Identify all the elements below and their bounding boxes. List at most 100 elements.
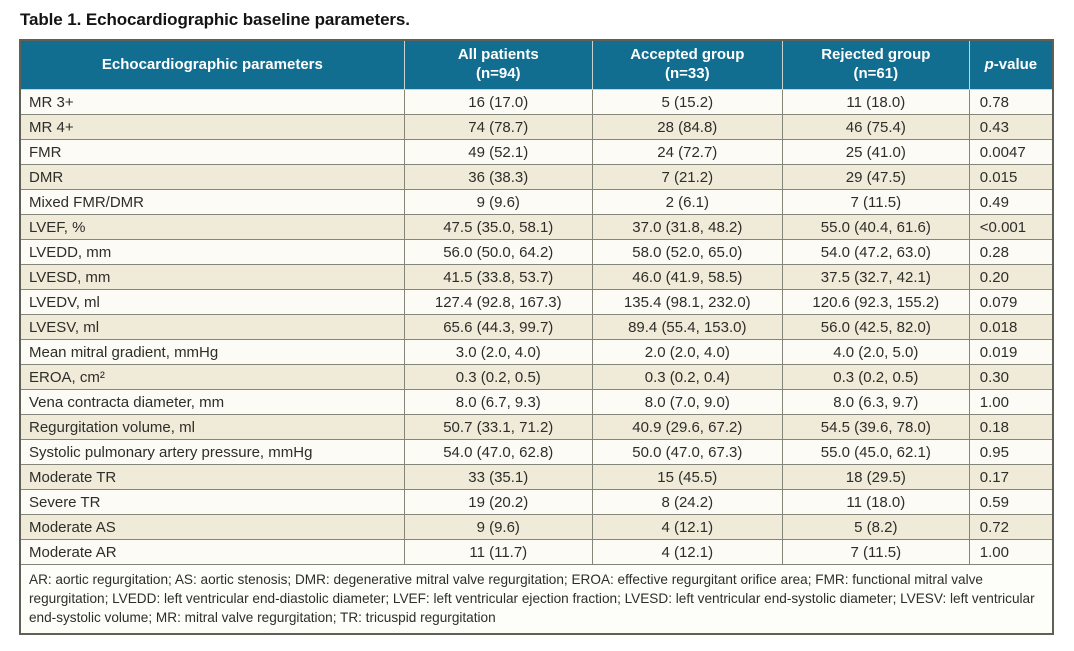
all-patients-cell: 47.5 (35.0, 58.1) <box>403 214 593 240</box>
p-value-cell: 0.015 <box>968 164 1054 190</box>
table-row: LVEDD, mm 56.0 (50.0, 64.2) 58.0 (52.0, 65… <box>19 239 1054 265</box>
parameter-cell: MR 4+ <box>19 114 405 140</box>
header-row: Echocardiographic parameters All patient… <box>20 40 1053 90</box>
all-patients-cell: 16 (17.0) <box>403 89 593 115</box>
accepted-group-cell: 7 (21.2) <box>591 164 783 190</box>
table-row: FMR 49 (52.1) 24 (72.7) 25 (41.0) 0.0047 <box>19 139 1054 165</box>
column-header-rejected-group-line1: Rejected group <box>821 46 931 64</box>
all-patients-cell: 8.0 (6.7, 9.3) <box>403 389 593 415</box>
accepted-group-cell: 58.0 (52.0, 65.0) <box>591 239 783 265</box>
rejected-group-cell: 11 (18.0) <box>781 489 970 515</box>
table-title: Table 1. Echocardiographic baseline para… <box>20 10 410 29</box>
parameter-cell: Systolic pulmonary artery pressure, mmHg <box>19 439 405 465</box>
p-value-cell: 0.59 <box>968 489 1054 515</box>
p-value-cell: 0.018 <box>968 314 1054 340</box>
accepted-group-cell: 24 (72.7) <box>591 139 783 165</box>
accepted-group-cell: 46.0 (41.9, 58.5) <box>591 264 783 290</box>
accepted-group-cell: 15 (45.5) <box>591 464 783 490</box>
table-footnote: AR: aortic regurgitation; AS: aortic ste… <box>19 564 1054 635</box>
accepted-group-cell: 4 (12.1) <box>591 514 783 540</box>
rejected-group-cell: 37.5 (32.7, 42.1) <box>781 264 970 290</box>
all-patients-cell: 49 (52.1) <box>403 139 593 165</box>
table-row: Vena contracta diameter, mm 8.0 (6.7, 9.3… <box>19 389 1054 415</box>
rejected-group-cell: 25 (41.0) <box>781 139 970 165</box>
p-value-cell: 0.30 <box>968 364 1054 390</box>
all-patients-cell: 56.0 (50.0, 64.2) <box>403 239 593 265</box>
parameter-cell: MR 3+ <box>19 89 405 115</box>
echo-parameters-table: Echocardiographic parameters All patient… <box>19 39 1054 636</box>
accepted-group-cell: 37.0 (31.8, 48.2) <box>591 214 783 240</box>
rejected-group-cell: 0.3 (0.2, 0.5) <box>781 364 970 390</box>
column-header-parameters: Echocardiographic parameters <box>20 40 405 90</box>
all-patients-cell: 9 (9.6) <box>403 514 593 540</box>
column-header-accepted-group: Accepted group (n=33) <box>591 40 783 90</box>
column-header-accepted-group-line1: Accepted group <box>630 46 745 64</box>
all-patients-cell: 33 (35.1) <box>403 464 593 490</box>
table-row: Regurgitation volume, ml 50.7 (33.1, 71.2… <box>19 414 1054 440</box>
parameter-cell: Severe TR <box>19 489 405 515</box>
parameter-cell: Mean mitral gradient, mmHg <box>19 339 405 365</box>
parameter-cell: DMR <box>19 164 405 190</box>
table-row: MR 4+ 74 (78.7) 28 (84.8) 46 (75.4) 0.43 <box>19 114 1054 140</box>
p-value-italic-p: p <box>984 55 994 73</box>
all-patients-cell: 74 (78.7) <box>403 114 593 140</box>
p-value-cell: 1.00 <box>968 539 1054 565</box>
column-header-rejected-group-line2: (n=61) <box>853 65 899 82</box>
p-value-cell: 0.019 <box>968 339 1054 365</box>
accepted-group-cell: 50.0 (47.0, 67.3) <box>591 439 783 465</box>
column-header-rejected-group: Rejected group (n=61) <box>781 40 970 90</box>
rejected-group-cell: 55.0 (45.0, 62.1) <box>781 439 970 465</box>
rejected-group-cell: 4.0 (2.0, 5.0) <box>781 339 970 365</box>
parameter-cell: LVESD, mm <box>19 264 405 290</box>
table-row: LVEF, % 47.5 (35.0, 58.1) 37.0 (31.8, 48.2… <box>19 214 1054 240</box>
rejected-group-cell: 5 (8.2) <box>781 514 970 540</box>
all-patients-cell: 11 (11.7) <box>403 539 593 565</box>
parameter-cell: EROA, cm² <box>19 364 405 390</box>
p-value-cell: <0.001 <box>968 214 1054 240</box>
parameter-cell: LVEDD, mm <box>19 239 405 265</box>
table-row: Mean mitral gradient, mmHg 3.0 (2.0, 4.0)… <box>19 339 1054 365</box>
table-row: Moderate TR 33 (35.1) 15 (45.5) 18 (29.5) 0.… <box>19 464 1054 490</box>
column-header-p-value: p-value <box>968 40 1053 90</box>
all-patients-cell: 127.4 (92.8, 167.3) <box>403 289 593 315</box>
parameter-cell: Moderate AR <box>19 539 405 565</box>
accepted-group-cell: 8 (24.2) <box>591 489 783 515</box>
accepted-group-cell: 28 (84.8) <box>591 114 783 140</box>
rejected-group-cell: 46 (75.4) <box>781 114 970 140</box>
p-value-cell: 0.28 <box>968 239 1054 265</box>
accepted-group-cell: 5 (15.2) <box>591 89 783 115</box>
p-value-cell: 1.00 <box>968 389 1054 415</box>
accepted-group-cell: 2 (6.1) <box>591 189 783 215</box>
table-row: LVESV, ml 65.6 (44.3, 99.7) 89.4 (55.4, 15… <box>19 314 1054 340</box>
rejected-group-cell: 54.5 (39.6, 78.0) <box>781 414 970 440</box>
all-patients-cell: 19 (20.2) <box>403 489 593 515</box>
rejected-group-cell: 8.0 (6.3, 9.7) <box>781 389 970 415</box>
p-value-cell: 0.18 <box>968 414 1054 440</box>
column-header-all-patients: All patients (n=94) <box>403 40 593 90</box>
parameter-cell: LVESV, ml <box>19 314 405 340</box>
p-value-cell: 0.17 <box>968 464 1054 490</box>
footnote-row: AR: aortic regurgitation; AS: aortic ste… <box>19 564 1054 635</box>
accepted-group-cell: 0.3 (0.2, 0.4) <box>591 364 783 390</box>
accepted-group-cell: 89.4 (55.4, 153.0) <box>591 314 783 340</box>
accepted-group-cell: 8.0 (7.0, 9.0) <box>591 389 783 415</box>
accepted-group-cell: 40.9 (29.6, 67.2) <box>591 414 783 440</box>
rejected-group-cell: 120.6 (92.3, 155.2) <box>781 289 970 315</box>
table-row: Moderate AS 9 (9.6) 4 (12.1) 5 (8.2) 0.72 <box>19 514 1054 540</box>
parameter-cell: FMR <box>19 139 405 165</box>
column-header-accepted-group-line2: (n=33) <box>664 65 710 82</box>
accepted-group-cell: 2.0 (2.0, 4.0) <box>591 339 783 365</box>
parameter-cell: Mixed FMR/DMR <box>19 189 405 215</box>
rejected-group-cell: 7 (11.5) <box>781 189 970 215</box>
parameter-cell: Vena contracta diameter, mm <box>19 389 405 415</box>
all-patients-cell: 36 (38.3) <box>403 164 593 190</box>
accepted-group-cell: 135.4 (98.1, 232.0) <box>591 289 783 315</box>
all-patients-cell: 3.0 (2.0, 4.0) <box>403 339 593 365</box>
p-value-cell: 0.72 <box>968 514 1054 540</box>
table-row: LVESD, mm 41.5 (33.8, 53.7) 46.0 (41.9, 58… <box>19 264 1054 290</box>
table-row: LVEDV, ml 127.4 (92.8, 167.3) 135.4 (98.1,… <box>19 289 1054 315</box>
rejected-group-cell: 54.0 (47.2, 63.0) <box>781 239 970 265</box>
table-header: Echocardiographic parameters All patient… <box>20 40 1053 90</box>
p-value-cell: 0.95 <box>968 439 1054 465</box>
table-row: Systolic pulmonary artery pressure, mmHg… <box>19 439 1054 465</box>
